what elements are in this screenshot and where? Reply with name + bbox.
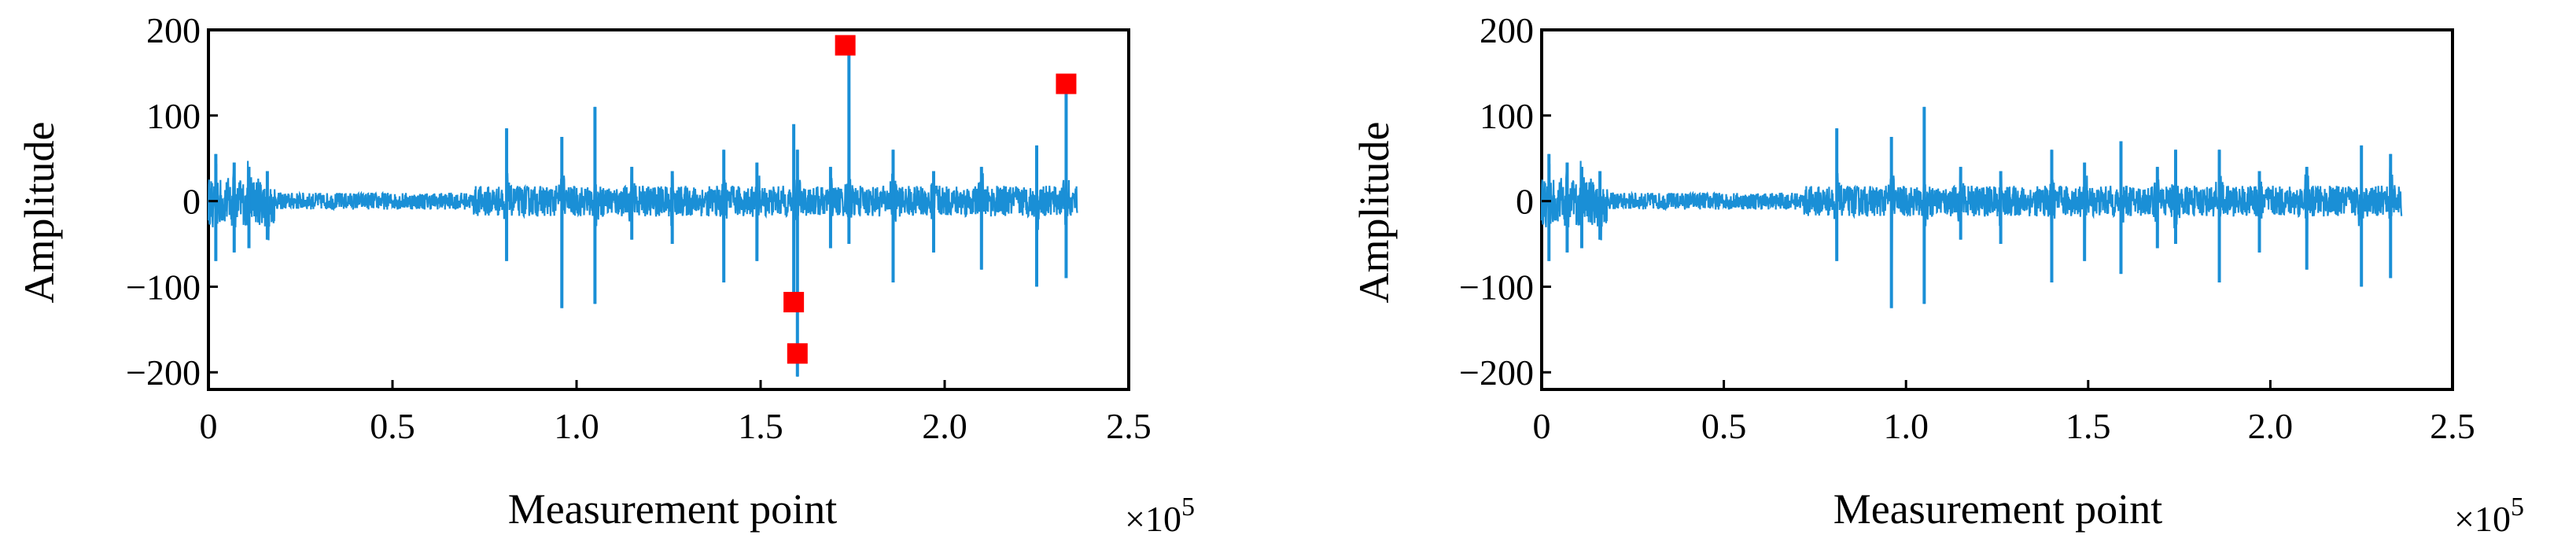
x-tick-label: 1.5: [2066, 406, 2111, 446]
outlier-marker: [1056, 73, 1077, 94]
y-tick-label: 100: [1480, 96, 1534, 136]
x-ticks-2: 0 0.5 1.0 1.5 2.0 2.5: [1533, 380, 2475, 446]
outlier-markers-1: [783, 35, 1077, 364]
x-axis-label-2: Measurement point: [1833, 485, 2162, 533]
y-axis-label-2: Amplitude: [1351, 122, 1398, 304]
y-tick-label: 200: [146, 10, 201, 50]
y-tick-label: 200: [1480, 10, 1534, 50]
chart-panel-2: 0 0.5 1.0 1.5 2.0 2.5 200 100 0 −100 −200 Measure…: [1351, 10, 2524, 539]
outlier-marker: [835, 35, 856, 56]
x-tick-label: 2.0: [922, 406, 967, 446]
y-ticks-1: 200 100 0 −100 −200: [126, 10, 218, 393]
y-tick-label: 0: [1516, 182, 1534, 222]
x-tick-label: 1.5: [738, 406, 783, 446]
x-tick-label: 0: [200, 406, 218, 446]
x-tick-label: 2.5: [1106, 406, 1152, 446]
y-tick-label: −100: [1459, 267, 1534, 307]
y-axis-label-1: Amplitude: [16, 122, 63, 304]
x-tick-label: 0: [1533, 406, 1551, 446]
y-tick-label: −200: [1459, 352, 1534, 393]
signal-series-2: [1540, 106, 2403, 308]
y-tick-label: 100: [146, 96, 201, 136]
outlier-marker: [783, 292, 805, 313]
x-tick-label: 0.5: [1701, 406, 1747, 446]
x-axis-label-1: Measurement point: [508, 485, 837, 533]
x-tick-label: 0.5: [370, 406, 415, 446]
x-tick-label: 2.5: [2430, 406, 2475, 446]
y-tick-label: −100: [126, 267, 201, 307]
chart-panel-1: 0 0.5 1.0 1.5 2.0 2.5 200 100 0 −100 −200 Measure…: [16, 10, 1195, 539]
outlier-marker: [787, 343, 808, 364]
x-multiplier-2: ×105: [2454, 493, 2524, 539]
x-multiplier-1: ×105: [1125, 493, 1195, 539]
x-tick-label: 1.0: [1883, 406, 1929, 446]
x-ticks-1: 0 0.5 1.0 1.5 2.0 2.5: [200, 380, 1152, 446]
signal-series-1: [207, 42, 1078, 377]
y-tick-label: −200: [126, 352, 201, 393]
y-tick-label: 0: [182, 182, 201, 222]
y-ticks-2: 200 100 0 −100 −200: [1459, 10, 1551, 393]
x-tick-label: 1.0: [554, 406, 599, 446]
x-tick-label: 2.0: [2248, 406, 2294, 446]
